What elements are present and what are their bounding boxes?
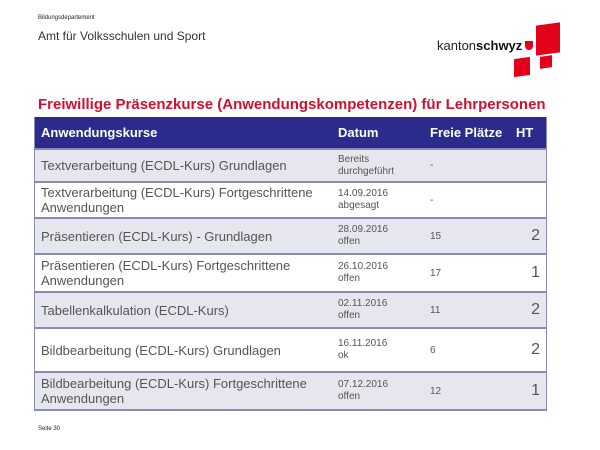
ht-cell: 1 [510,371,547,410]
page-number: Seite 30 [38,426,61,432]
status: offen [338,273,361,284]
course-cell: Bildbearbeitung (ECDL-Kurs) Grundlagen [34,327,332,372]
table-row: Präsentieren (ECDL-Kurs) - Grundlagen 28… [34,217,547,254]
office-label: Amt für Volksschulen und Sport [38,29,206,43]
course-cell: Textverarbeitung (ECDL-Kurs) Grundlagen [34,148,332,182]
ht-cell: 2 [510,291,547,328]
status: offen [338,391,361,402]
status: durchgeführt [338,165,395,177]
date: 28.09.2016 [338,224,389,235]
date: 26.10.2016 [338,261,389,272]
status: ok [338,350,349,361]
status: offen [338,236,361,247]
date-cell: 16.11.2016 ok [332,327,424,372]
logo-square-small [540,55,552,69]
table-row: Textverarbeitung (ECDL-Kurs) Fortgeschri… [34,181,547,218]
shield-icon [525,41,533,50]
status: offen [338,310,361,321]
date-cell: 28.09.2016 offen [332,217,424,254]
table-row: Bildbearbeitung (ECDL-Kurs) Fortgeschrit… [34,371,547,410]
table-row: Tabellenkalkulation (ECDL-Kurs) 02.11.20… [34,291,547,328]
ht-cell [510,148,547,182]
course-cell: Präsentieren (ECDL-Kurs) - Grundlagen [34,217,332,254]
col-ht: HT [510,117,547,149]
free-cell: 11 [424,291,510,328]
col-date: Datum [332,117,424,149]
date-cell: 14.09.2016 abgesagt [332,181,424,218]
ht-cell: 1 [510,253,547,292]
date-cell: Bereits durchgeführt [332,148,424,182]
logo-square-medium [514,56,530,78]
free-cell: 12 [424,371,510,410]
logo-name: schwyz [476,38,523,53]
table-row: Bildbearbeitung (ECDL-Kurs) Grundlagen 1… [34,327,547,372]
date: Bereits [338,153,370,165]
ht-cell: 2 [510,327,547,372]
free-cell: 6 [424,327,510,372]
page-title: Freiwillige Präsenzkurse (Anwendungskomp… [38,96,546,113]
course-cell: Tabellenkalkulation (ECDL-Kurs) [34,291,332,328]
date: 16.11.2016 [338,338,388,349]
free-cell: - [424,181,510,218]
courses-table: Anwendungskurse Datum Freie Plätze HT Te… [34,117,547,411]
date-cell: 02.11.2016 offen [332,291,424,328]
date: 07.12.2016 [338,379,389,390]
table-row: Präsentieren (ECDL-Kurs) Fortgeschritten… [34,253,547,292]
date-cell: 26.10.2016 offen [332,253,424,292]
ht-cell: 2 [510,217,547,254]
col-course: Anwendungskurse [34,117,332,149]
col-free: Freie Plätze [424,117,510,149]
free-cell: - [424,148,510,182]
free-cell: 17 [424,253,510,292]
table-row: Textverarbeitung (ECDL-Kurs) Grundlagen … [34,148,547,182]
table-header: Anwendungskurse Datum Freie Plätze HT [34,117,547,149]
course-cell: Bildbearbeitung (ECDL-Kurs) Fortgeschrit… [34,371,332,410]
free-cell: 15 [424,217,510,254]
status: abgesagt [338,200,380,211]
logo-square-large [536,22,560,56]
kanton-schwyz-logo: kantonschwyz [434,20,564,80]
date: 14.09.2016 [338,188,389,199]
logo-prefix: kanton [437,38,477,53]
date-cell: 07.12.2016 offen [332,371,424,410]
date: 02.11.2016 [338,298,388,309]
course-cell: Textverarbeitung (ECDL-Kurs) Fortgeschri… [34,181,332,218]
department-label: Bildungsdepartement [38,15,95,21]
course-cell: Präsentieren (ECDL-Kurs) Fortgeschritten… [34,253,332,292]
ht-cell [510,181,547,218]
